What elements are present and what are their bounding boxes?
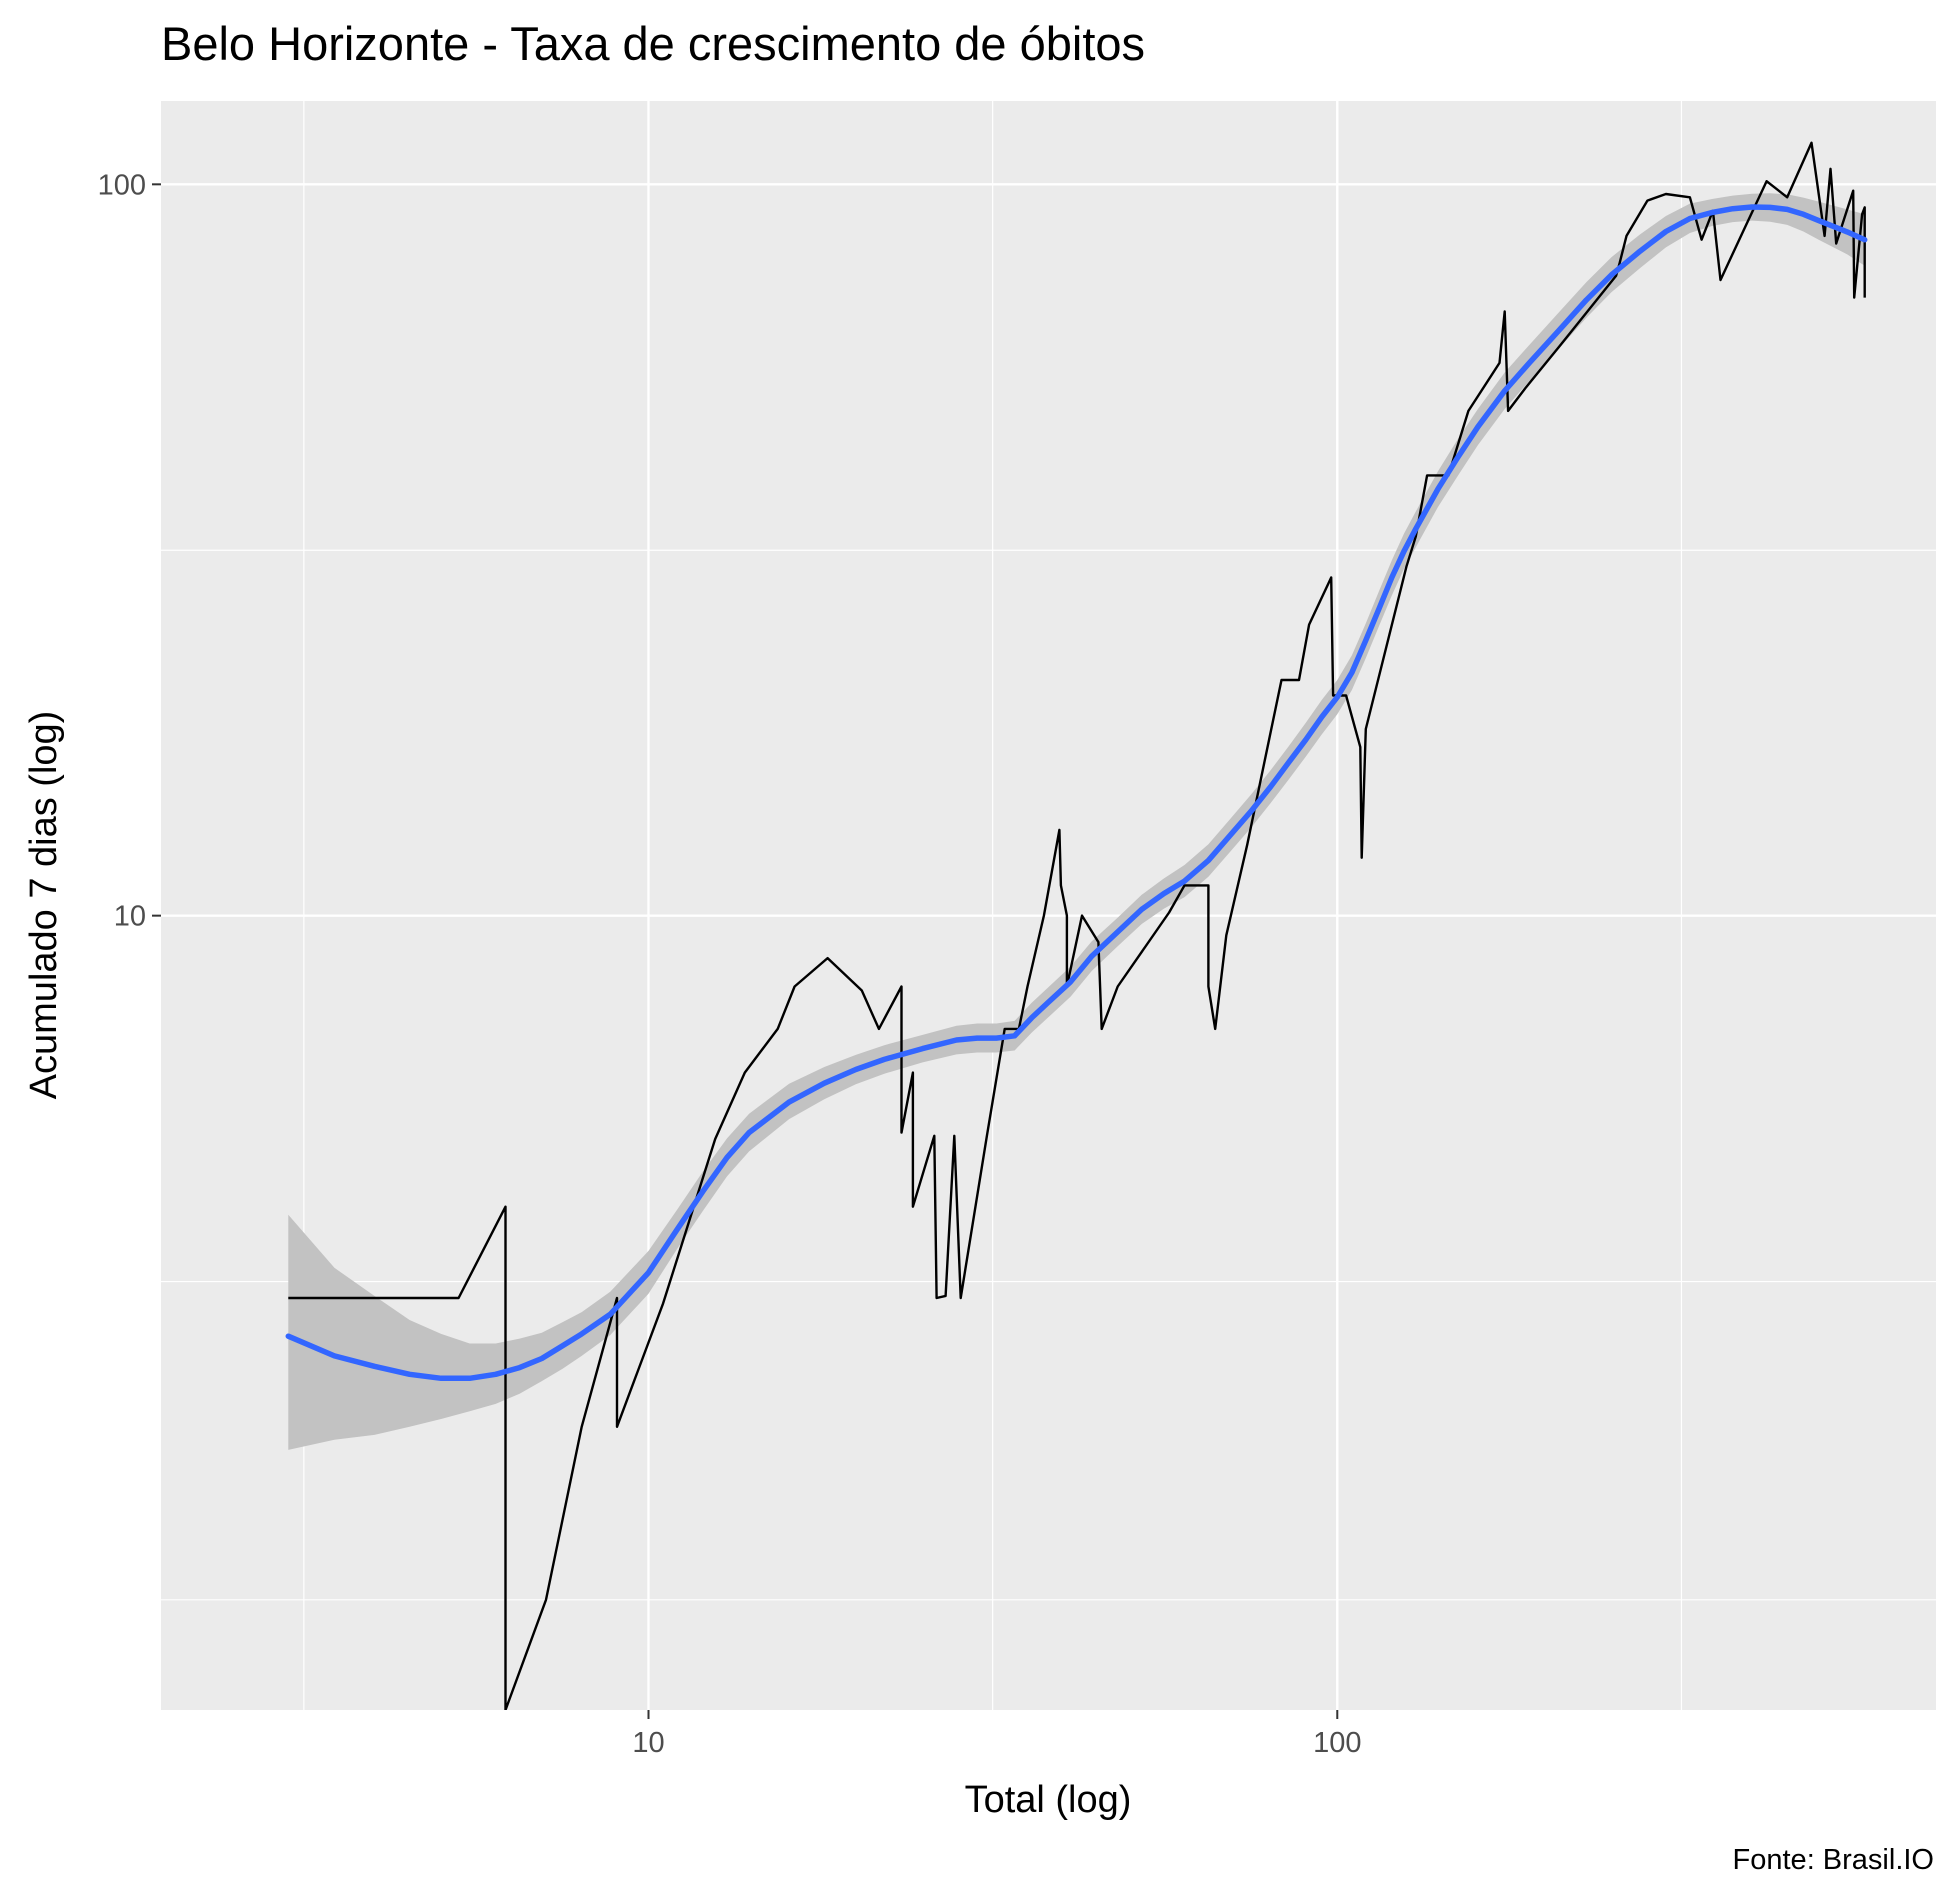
major-gridlines: [161, 101, 1936, 1710]
x-tick-label: 10: [632, 1727, 664, 1759]
source-caption: Fonte: Brasil.IO: [1733, 1844, 1934, 1876]
trend-line: [285, 204, 1868, 1382]
chart-title: Belo Horizonte - Taxa de crescimento de …: [161, 17, 1145, 70]
x-axis: 10 100: [632, 1710, 1361, 1759]
data-line-layer: [288, 141, 1866, 1710]
plot-panel: [161, 101, 1936, 1710]
y-tick-label: 10: [114, 901, 146, 933]
x-axis-title: Total (log): [965, 1779, 1132, 1821]
y-tick-label: 100: [98, 169, 146, 201]
y-axis-title: Acumulado 7 dias (log): [23, 711, 65, 1100]
data-line: [288, 141, 1866, 1710]
trend-line-layer: [285, 204, 1868, 1382]
y-axis: 10 100: [98, 169, 161, 933]
x-tick-label: 100: [1313, 1727, 1361, 1759]
